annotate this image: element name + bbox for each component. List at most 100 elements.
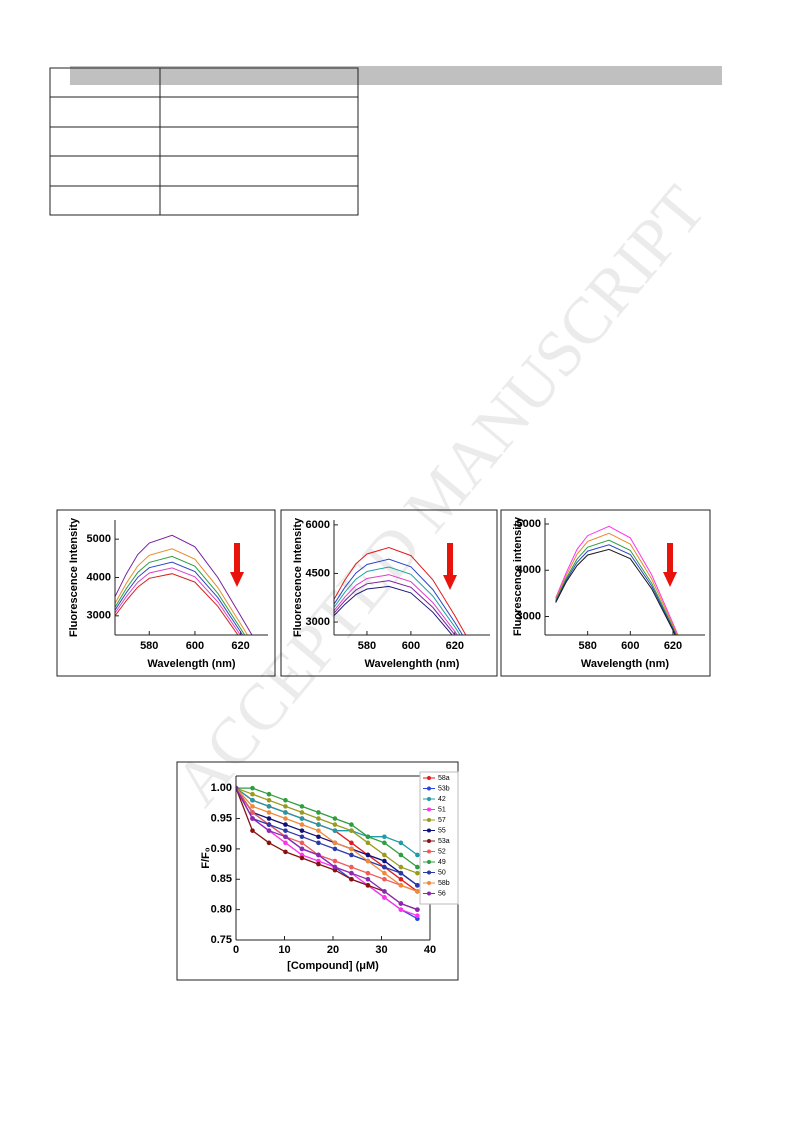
point (266, 822, 272, 827)
point (415, 870, 420, 876)
legend-label: 49 (438, 859, 446, 866)
point (398, 864, 404, 870)
point (349, 828, 354, 833)
point (299, 855, 305, 861)
point (415, 864, 420, 870)
arrow-shaft (234, 543, 240, 573)
point (365, 840, 371, 846)
legend-marker (427, 849, 431, 854)
series-group (555, 525, 679, 635)
x-tick-label: 0 (233, 944, 239, 956)
series-line (236, 787, 418, 911)
x-tick-label: 580 (140, 640, 158, 652)
series-line (334, 574, 458, 635)
series-line (334, 546, 467, 635)
point (250, 804, 255, 809)
point (349, 864, 354, 870)
series-line (555, 525, 679, 635)
point (349, 852, 354, 858)
point (398, 870, 404, 876)
x-tick-label: 620 (664, 640, 682, 652)
x-tick-label: 600 (402, 640, 420, 652)
x-tick-label: 10 (278, 944, 290, 956)
series-line (334, 558, 464, 635)
point (415, 889, 420, 894)
x-tick-label: 600 (186, 640, 204, 652)
point (415, 852, 420, 858)
y-axis-label: Fluorescence Intensity (292, 517, 304, 637)
legend-marker (427, 828, 431, 833)
point (365, 834, 371, 840)
legend-marker (427, 797, 431, 801)
point (250, 797, 255, 803)
point (283, 810, 288, 815)
point (266, 797, 272, 803)
legend-marker (427, 870, 431, 875)
chart: 3000 4000 5000 580 600 620 Fluorescence intens… (512, 516, 705, 670)
x-axis-label: [Compound] (μM) (287, 960, 379, 972)
x-tick-label: 580 (358, 640, 376, 652)
arrow-head (443, 575, 457, 590)
legend-marker (427, 860, 431, 864)
y-axis-label: Fluorescence Intensity (68, 517, 80, 637)
legend-label: 51 (438, 806, 446, 813)
table-frame (49, 67, 359, 216)
point (283, 804, 288, 809)
point (250, 828, 255, 833)
point (316, 840, 321, 846)
point (349, 822, 354, 827)
point (398, 883, 404, 888)
point (365, 858, 371, 864)
y-tick-label: 4000 (87, 571, 111, 583)
series-line (115, 561, 244, 635)
point (250, 810, 255, 815)
y-tick-label: 5000 (517, 518, 541, 530)
point (398, 852, 404, 858)
point (382, 858, 387, 864)
point (283, 849, 288, 855)
arrows (230, 543, 677, 590)
chart: 0.75 0.80 0.85 0.90 0.95 1.00 0 10 20 30 40 F/F₀ [Co… (200, 771, 459, 972)
point (382, 864, 387, 870)
arrow-shaft (447, 543, 453, 576)
point (365, 883, 371, 888)
series-line (115, 573, 239, 635)
x-tick-label: 40 (424, 944, 436, 956)
point (316, 861, 321, 867)
legend-label: 53a (438, 838, 450, 845)
legend-marker (427, 891, 431, 896)
series-line (115, 567, 241, 635)
point (283, 797, 288, 803)
point (332, 840, 338, 846)
x-axis-label: Wavelenghth (nm) (365, 658, 460, 670)
x-tick-label: 20 (327, 944, 339, 956)
series-group (115, 534, 253, 635)
y-tick-label: 1.00 (211, 782, 232, 794)
series-line (555, 544, 677, 635)
point (382, 895, 387, 900)
point (266, 791, 272, 797)
point (349, 846, 354, 852)
panel-frame (500, 509, 711, 677)
series-line (236, 787, 418, 886)
point (398, 840, 404, 846)
y-axis-label: Fluorescence intensity (512, 516, 524, 636)
arrow-head (230, 572, 244, 587)
legend-label: 58a (438, 775, 450, 782)
series-line (115, 534, 253, 635)
point (283, 816, 288, 821)
point (349, 876, 354, 882)
series-line (236, 787, 418, 893)
x-tick-label: 620 (231, 640, 249, 652)
chart: 3000 4500 6000 580 600 620 Fluorescence Intens… (292, 517, 490, 670)
arrow-shaft (667, 543, 673, 573)
point (266, 840, 272, 846)
point (316, 852, 321, 858)
series-group (334, 546, 467, 635)
legend-marker (427, 881, 431, 885)
point (332, 816, 338, 821)
series-line (236, 787, 418, 874)
x-tick-label: 30 (375, 944, 387, 956)
legend-label: 42 (438, 796, 446, 803)
